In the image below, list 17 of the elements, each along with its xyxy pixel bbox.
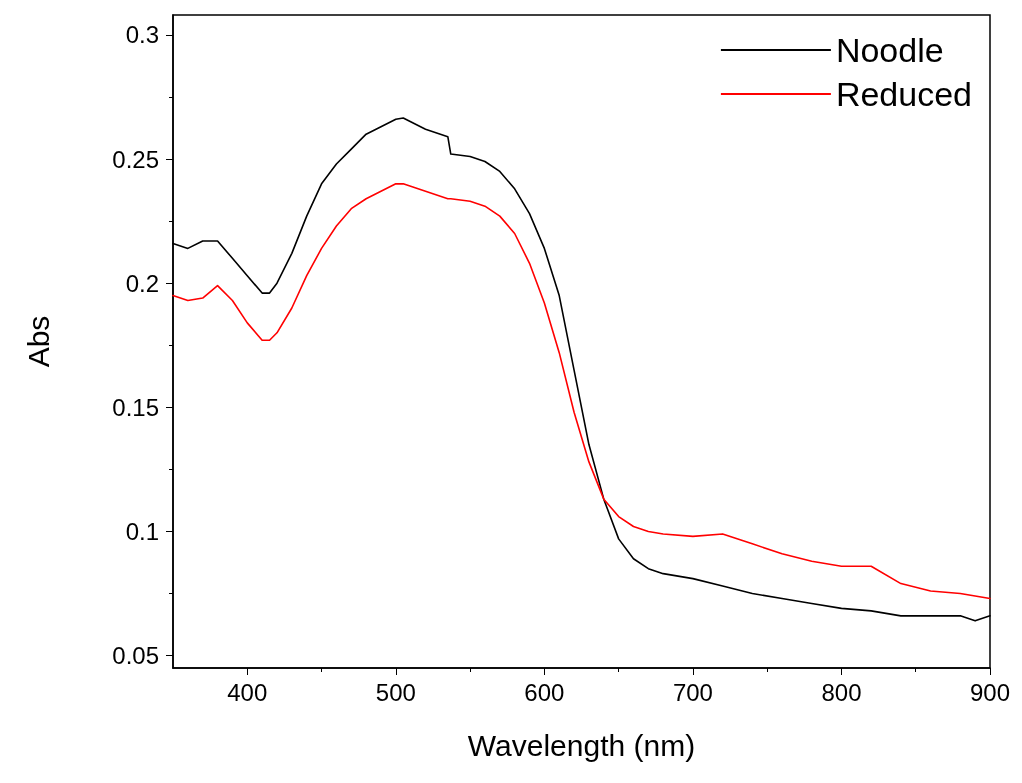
y-tick-label: 0.05 xyxy=(112,642,159,670)
line-series xyxy=(172,183,991,600)
y-tick-label: 0.15 xyxy=(112,393,159,421)
y-tick-label: 0.2 xyxy=(125,269,159,297)
x-axis-title: Wavelength (nm) xyxy=(467,728,696,762)
y-axis-title: Abs xyxy=(21,315,55,368)
y-tick-label: 0.3 xyxy=(125,21,159,49)
x-tick-label: 800 xyxy=(821,678,862,706)
x-tick-label: 900 xyxy=(969,678,1011,706)
x-tick-label: 500 xyxy=(375,678,416,706)
y-tick-label: 0.25 xyxy=(112,145,159,173)
x-tick-label: 700 xyxy=(672,678,713,706)
x-tick-label: 400 xyxy=(227,678,268,706)
y-tick-label: 0.1 xyxy=(125,517,159,545)
x-tick-label: 600 xyxy=(524,678,565,706)
legend-label: Reduced xyxy=(835,75,973,113)
legend-label: Noodle xyxy=(835,31,944,69)
